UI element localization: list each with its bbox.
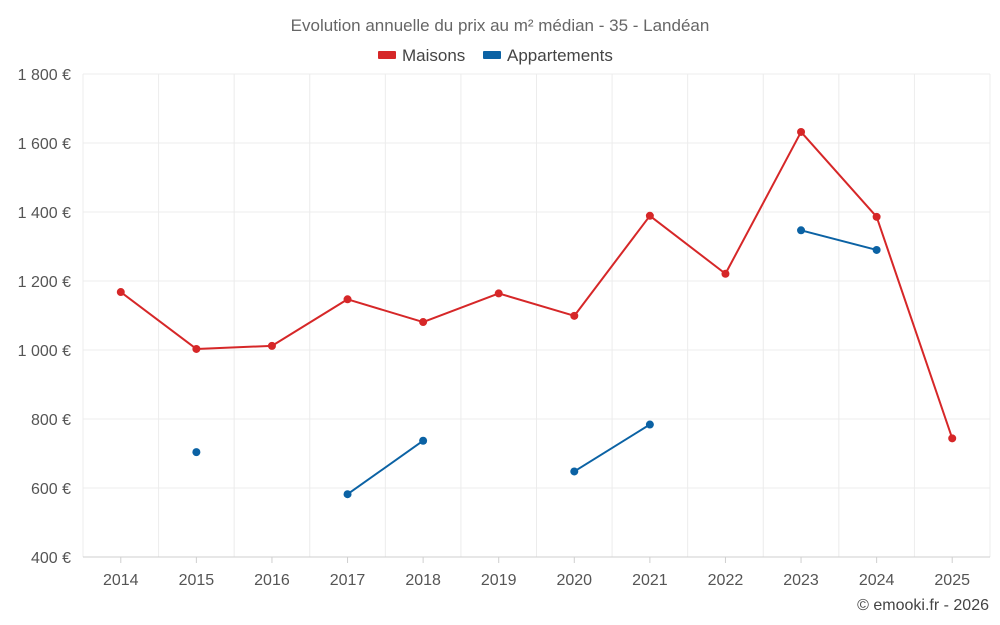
data-point-appartements[interactable]	[872, 245, 881, 254]
x-tick-label: 2022	[708, 572, 744, 589]
series-line-appartements	[800, 229, 877, 251]
data-point-maisons[interactable]	[645, 211, 654, 220]
legend-swatch-appartements	[483, 51, 501, 59]
y-tick-label: 1 000 €	[18, 343, 71, 360]
data-point-maisons[interactable]	[494, 289, 503, 298]
y-tick-label: 800 €	[31, 412, 71, 429]
data-point-maisons[interactable]	[267, 341, 276, 350]
legend-item-maisons[interactable]: Maisons	[378, 46, 465, 65]
x-tick-label: 2017	[330, 572, 366, 589]
x-tick-label: 2020	[556, 572, 592, 589]
data-point-maisons[interactable]	[116, 288, 125, 297]
series-line-maisons	[120, 130, 954, 439]
x-tick-label: 2018	[405, 572, 441, 589]
x-tick-label: 2024	[859, 572, 895, 589]
grid	[82, 73, 991, 558]
series-line-appartements	[573, 423, 651, 473]
x-tick-label: 2014	[103, 572, 139, 589]
data-point-appartements[interactable]	[343, 490, 352, 499]
data-point-appartements[interactable]	[570, 467, 579, 476]
series-layer	[116, 127, 957, 499]
data-point-maisons[interactable]	[872, 212, 881, 221]
legend: Maisons Appartements	[378, 46, 613, 65]
series-maisons	[116, 127, 957, 443]
data-point-appartements[interactable]	[797, 226, 806, 235]
x-tick-label: 2019	[481, 572, 517, 589]
credit: © emooki.fr - 2026	[857, 597, 989, 614]
data-point-maisons[interactable]	[948, 434, 957, 443]
y-tick-label: 1 800 €	[18, 67, 71, 84]
chart-title: Evolution annuelle du prix au m² médian …	[291, 16, 710, 35]
series-line-appartements	[346, 439, 424, 496]
data-point-appartements[interactable]	[419, 436, 428, 445]
series-appartements	[192, 226, 881, 499]
data-point-maisons[interactable]	[192, 344, 201, 353]
data-point-maisons[interactable]	[419, 318, 428, 327]
x-tick-label: 2021	[632, 572, 668, 589]
y-tick-label: 400 €	[31, 550, 71, 567]
data-point-appartements[interactable]	[645, 420, 654, 429]
data-point-maisons[interactable]	[721, 269, 730, 278]
y-tick-label: 1 400 €	[18, 205, 71, 222]
data-point-maisons[interactable]	[797, 127, 806, 136]
legend-label-maisons: Maisons	[402, 46, 465, 65]
y-tick-label: 600 €	[31, 481, 71, 498]
y-tick-label: 1 200 €	[18, 274, 71, 291]
data-point-maisons[interactable]	[570, 311, 579, 320]
x-tick-label: 2023	[783, 572, 819, 589]
x-tick-label: 2025	[934, 572, 970, 589]
legend-swatch-maisons	[378, 51, 396, 59]
y-tick-label: 1 600 €	[18, 136, 71, 153]
axes: 400 € 600 € 800 € 1 000 € 1 200 € 1 400 € 1 60…	[18, 67, 990, 589]
x-tick-label: 2016	[254, 572, 290, 589]
data-point-appartements[interactable]	[192, 448, 201, 457]
legend-item-appartements[interactable]: Appartements	[483, 46, 613, 65]
x-tick-label: 2015	[179, 572, 215, 589]
data-point-maisons[interactable]	[343, 295, 352, 304]
legend-label-appartements: Appartements	[507, 46, 613, 65]
